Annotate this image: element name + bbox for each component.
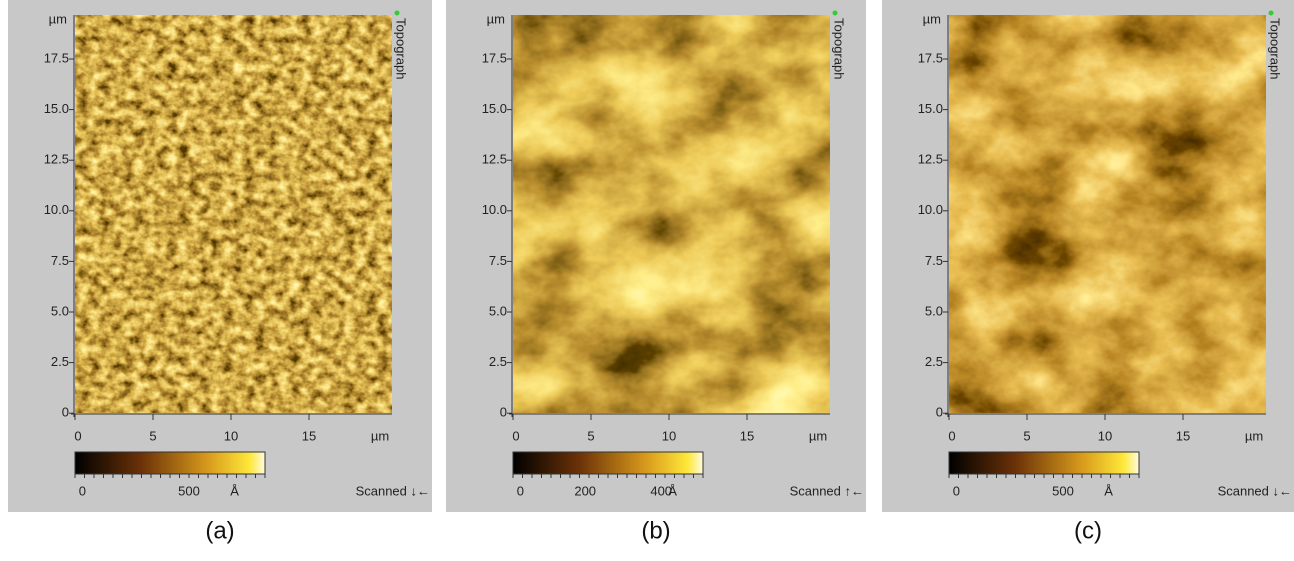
caption: (a)	[205, 517, 234, 544]
status-dot	[832, 10, 838, 16]
colorbar-tick-label: 500	[1052, 483, 1074, 498]
colorbar-tick-label: 0	[79, 483, 86, 498]
y-tick-label: 2.5	[925, 354, 943, 369]
x-tick-label: 15	[302, 428, 316, 443]
channel-label: Topograph	[394, 18, 409, 79]
x-tick-label: 0	[512, 428, 519, 443]
y-unit: µm	[487, 11, 505, 26]
y-tick-label: 7.5	[489, 253, 507, 268]
x-tick-label: 5	[149, 428, 156, 443]
y-tick-label: 0	[500, 405, 507, 420]
y-tick-label: 7.5	[51, 253, 69, 268]
y-tick-label: 12.5	[482, 152, 507, 167]
y-tick-label: 0	[62, 405, 69, 420]
x-tick-label: 0	[74, 428, 81, 443]
afm-image	[513, 15, 830, 413]
x-tick-label: 5	[587, 428, 594, 443]
x-tick-label: 10	[662, 428, 676, 443]
y-tick-label: 5.0	[925, 303, 943, 318]
y-tick-label: 10.0	[44, 202, 69, 217]
status-dot	[394, 10, 400, 16]
caption: (b)	[641, 517, 670, 544]
y-unit: µm	[49, 11, 67, 26]
scan-direction: Scanned ↓←	[356, 483, 430, 498]
y-tick-label: 2.5	[51, 354, 69, 369]
colorbar	[948, 451, 1140, 475]
y-tick-label: 17.5	[482, 50, 507, 65]
y-tick-label: 5.0	[489, 303, 507, 318]
y-tick-label: 12.5	[44, 152, 69, 167]
afm-image	[949, 15, 1266, 413]
x-tick-label: 15	[1176, 428, 1190, 443]
y-tick-label: 7.5	[925, 253, 943, 268]
colorbar-tick-label: 400	[650, 483, 672, 498]
y-tick-label: 0	[936, 405, 943, 420]
caption: (c)	[1074, 517, 1102, 544]
y-tick-label: 10.0	[918, 202, 943, 217]
y-tick-label: 2.5	[489, 354, 507, 369]
y-tick-label: 12.5	[918, 152, 943, 167]
y-tick-label: 5.0	[51, 303, 69, 318]
colorbar	[512, 451, 704, 475]
colorbar-unit: Å	[230, 483, 239, 498]
colorbar-tick-label: 0	[953, 483, 960, 498]
x-unit: µm	[371, 428, 389, 443]
colorbar-tick-label: 200	[574, 483, 596, 498]
x-tick-label: 5	[1023, 428, 1030, 443]
colorbar-tick-label: 0	[517, 483, 524, 498]
scan-direction: Scanned ↓←	[1218, 483, 1292, 498]
y-tick-label: 15.0	[44, 101, 69, 116]
colorbar-unit: Å	[668, 483, 677, 498]
y-tick-label: 17.5	[918, 50, 943, 65]
colorbar	[74, 451, 266, 475]
y-tick-label: 15.0	[918, 101, 943, 116]
y-tick-label: 10.0	[482, 202, 507, 217]
channel-label: Topograph	[1268, 18, 1283, 79]
x-unit: µm	[1245, 428, 1263, 443]
colorbar-unit: Å	[1104, 483, 1113, 498]
channel-label: Topograph	[832, 18, 847, 79]
x-tick-label: 10	[224, 428, 238, 443]
colorbar-tick-label: 500	[178, 483, 200, 498]
afm-image	[75, 15, 392, 413]
scan-direction: Scanned ↑←	[790, 483, 864, 498]
x-tick-label: 0	[948, 428, 955, 443]
x-tick-label: 15	[740, 428, 754, 443]
y-unit: µm	[923, 11, 941, 26]
x-tick-label: 10	[1098, 428, 1112, 443]
y-tick-label: 15.0	[482, 101, 507, 116]
status-dot	[1268, 10, 1274, 16]
y-tick-label: 17.5	[44, 50, 69, 65]
x-unit: µm	[809, 428, 827, 443]
